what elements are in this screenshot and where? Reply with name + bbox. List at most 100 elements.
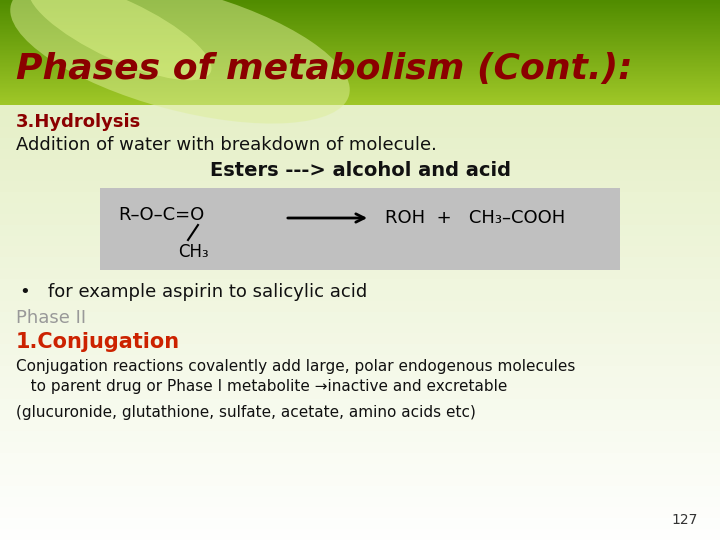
Bar: [0, 33, 720, 34]
Bar: [0, 76, 720, 77]
Bar: [0, 474, 720, 475]
Bar: [0, 257, 720, 268]
Bar: [0, 67, 720, 68]
Bar: [0, 26, 720, 28]
Bar: [0, 246, 720, 257]
Bar: [0, 4, 720, 5]
Bar: [0, 116, 720, 127]
Bar: [0, 49, 720, 50]
Bar: [0, 192, 720, 203]
Bar: [0, 89, 720, 91]
Bar: [0, 454, 720, 456]
Bar: [0, 500, 720, 502]
Bar: [0, 516, 720, 517]
Bar: [0, 39, 720, 40]
Bar: [0, 531, 720, 533]
Bar: [0, 279, 720, 290]
Bar: [0, 440, 720, 442]
Bar: [0, 15, 720, 16]
Bar: [0, 472, 720, 474]
Bar: [0, 19, 720, 21]
Bar: [0, 507, 720, 509]
Bar: [0, 18, 720, 19]
Bar: [0, 496, 720, 508]
Bar: [0, 502, 720, 503]
Bar: [0, 453, 720, 464]
Bar: [0, 34, 720, 36]
Text: •   for example aspirin to salicylic acid: • for example aspirin to salicylic acid: [20, 283, 367, 301]
Bar: [0, 57, 720, 58]
Bar: [0, 517, 720, 519]
Bar: [0, 86, 720, 88]
Bar: [0, 36, 720, 37]
Bar: [0, 29, 720, 30]
Bar: [0, 509, 720, 510]
Bar: [0, 96, 720, 97]
Bar: [0, 533, 720, 535]
Bar: [0, 409, 720, 420]
Text: Esters ---> alcohol and acid: Esters ---> alcohol and acid: [210, 160, 510, 179]
Bar: [0, 52, 720, 54]
Bar: [0, 446, 720, 447]
Bar: [0, 17, 720, 18]
Bar: [0, 461, 720, 463]
Bar: [0, 514, 720, 516]
Bar: [0, 80, 720, 82]
Bar: [0, 355, 720, 366]
Bar: [0, 438, 720, 440]
Bar: [0, 24, 720, 25]
Bar: [0, 524, 720, 526]
Bar: [0, 55, 720, 57]
Bar: [0, 127, 720, 138]
Bar: [0, 40, 720, 42]
Bar: [0, 3, 720, 4]
Bar: [0, 13, 720, 15]
Bar: [0, 43, 720, 45]
Bar: [0, 92, 720, 93]
Bar: [0, 22, 720, 24]
Bar: [0, 444, 720, 446]
Ellipse shape: [29, 0, 212, 80]
Bar: [0, 100, 720, 101]
Bar: [0, 537, 720, 538]
Bar: [0, 68, 720, 70]
Text: Conjugation reactions covalently add large, polar endogenous molecules: Conjugation reactions covalently add lar…: [16, 359, 575, 374]
Bar: [0, 447, 720, 449]
Bar: [0, 475, 720, 485]
Bar: [0, 528, 720, 530]
Bar: [0, 94, 720, 96]
Bar: [0, 9, 720, 10]
Text: ROH  +   CH₃–COOH: ROH + CH₃–COOH: [385, 209, 565, 227]
Bar: [0, 477, 720, 479]
Bar: [0, 529, 720, 540]
Bar: [0, 486, 720, 488]
Bar: [0, 468, 720, 470]
Bar: [0, 333, 720, 345]
Bar: [0, 75, 720, 76]
Bar: [0, 512, 720, 514]
Text: 1.Conjugation: 1.Conjugation: [16, 332, 180, 352]
Bar: [0, 88, 720, 89]
Bar: [0, 25, 720, 26]
Text: 127: 127: [672, 513, 698, 527]
Bar: [0, 345, 720, 355]
Bar: [0, 388, 720, 399]
Text: CH₃: CH₃: [178, 243, 209, 261]
Bar: [0, 505, 720, 507]
Bar: [0, 453, 720, 454]
Bar: [0, 521, 720, 523]
Bar: [0, 73, 720, 75]
Bar: [0, 449, 720, 451]
Bar: [0, 535, 720, 537]
Bar: [0, 465, 720, 467]
Bar: [0, 54, 720, 55]
Bar: [0, 377, 720, 388]
Bar: [0, 481, 720, 482]
Bar: [0, 83, 720, 84]
Bar: [0, 47, 720, 49]
Bar: [0, 66, 720, 67]
Bar: [0, 21, 720, 22]
Bar: [0, 458, 720, 460]
Text: Phase II: Phase II: [16, 309, 86, 327]
Bar: [0, 0, 720, 1]
